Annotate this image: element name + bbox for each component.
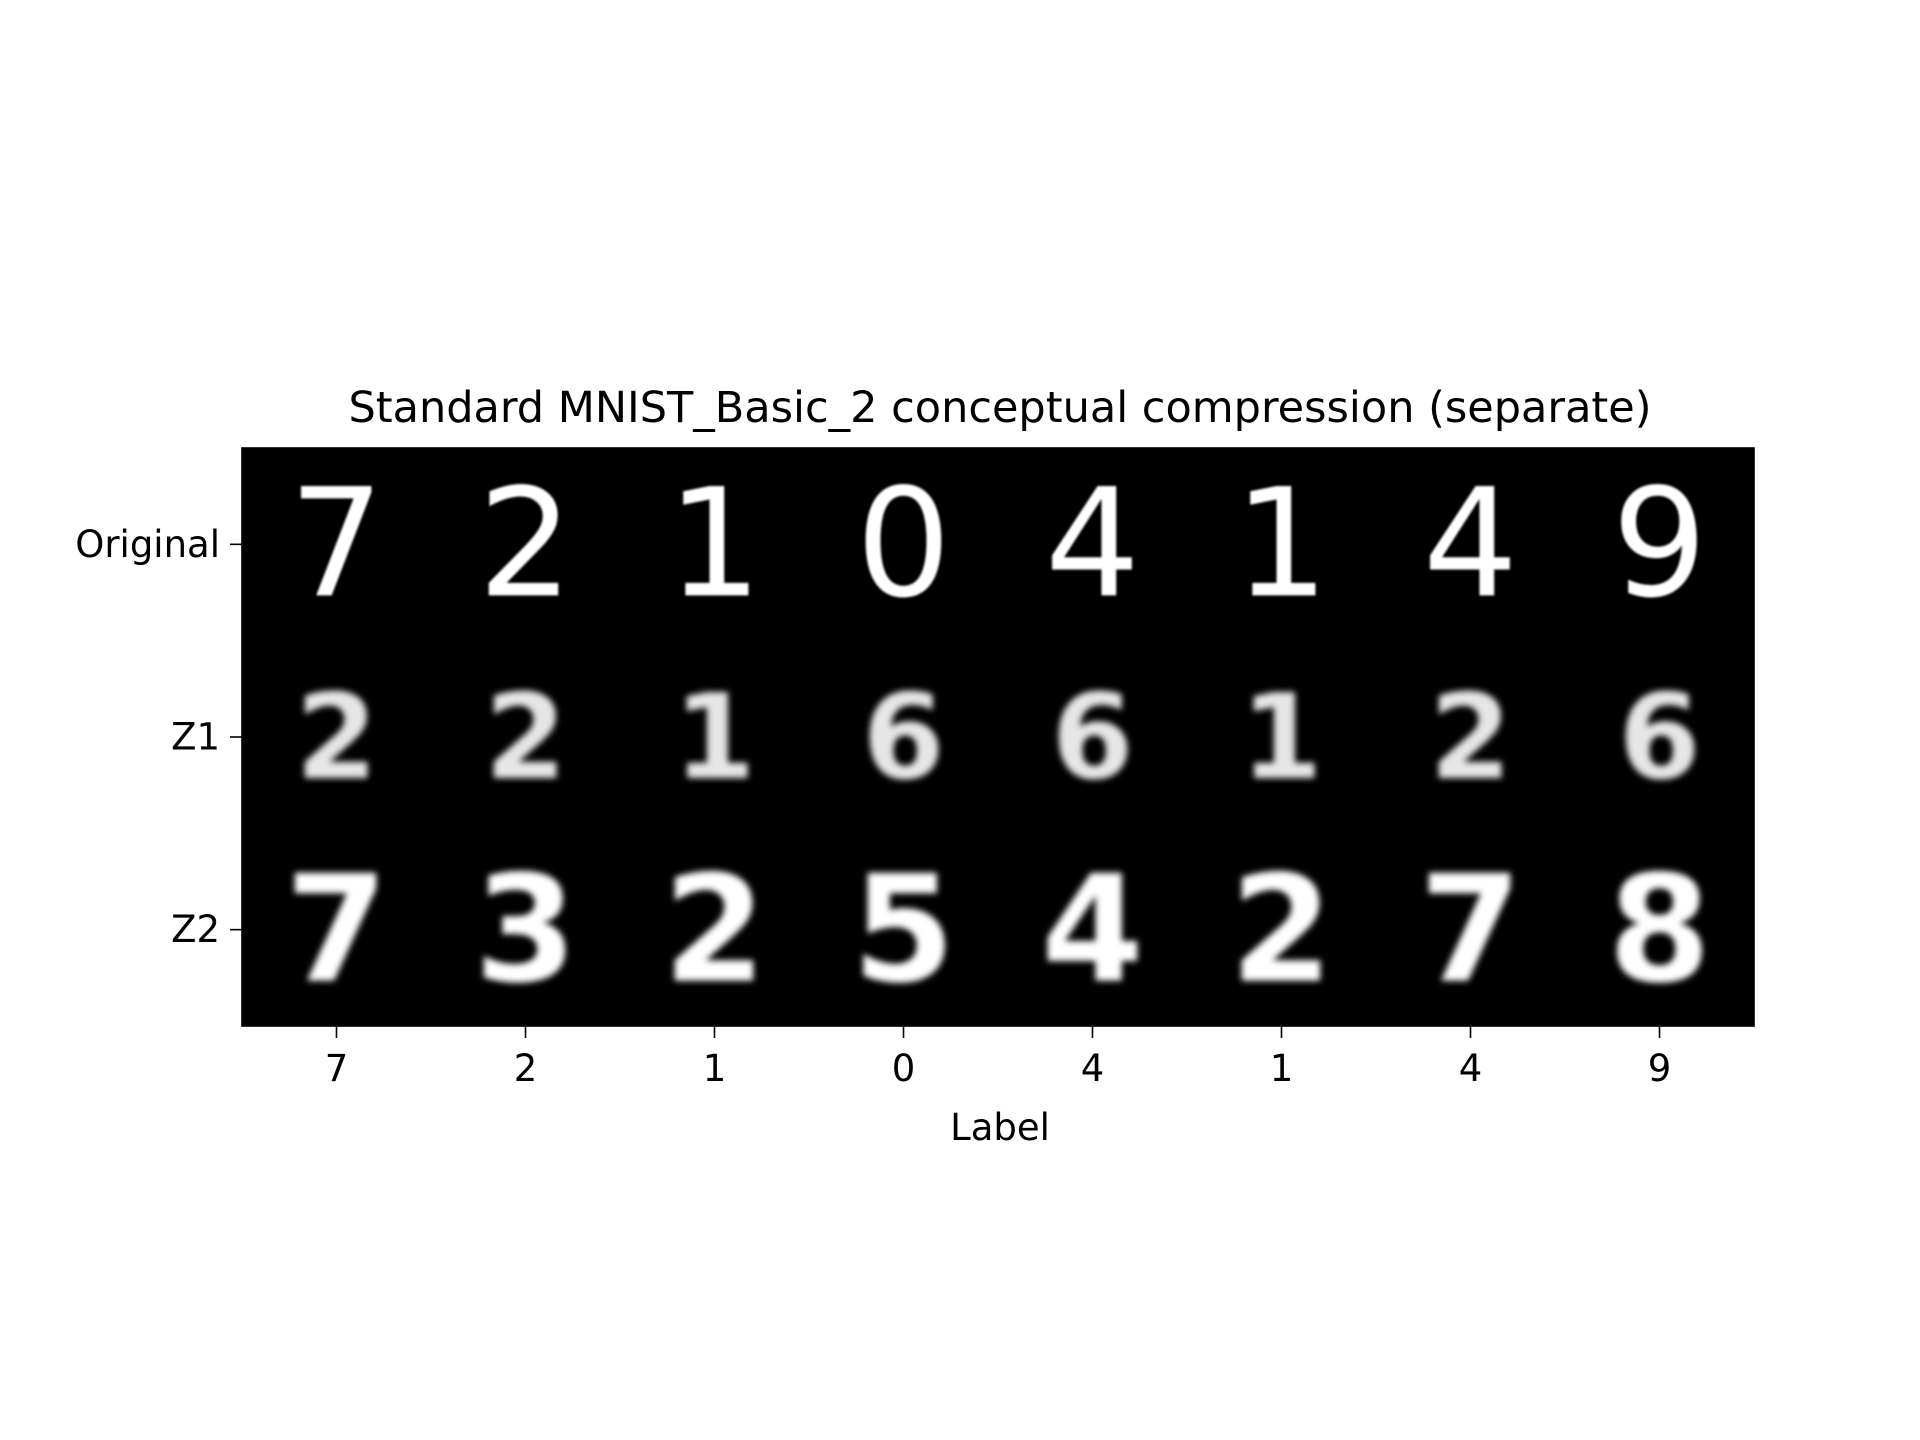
digit-image-z2-2: 3 (474, 844, 577, 1016)
image-background (242, 448, 1754, 1026)
digit-image-z2-4: 5 (852, 844, 955, 1016)
x-tick-label: 2 (514, 1047, 538, 1090)
y-tick-label: Z1 (171, 716, 220, 759)
x-tick-label: 4 (1459, 1047, 1483, 1090)
digit-image-z2-6: 2 (1230, 844, 1333, 1016)
y-tick-label: Z2 (171, 908, 220, 951)
digit-image-z1-7: 2 (1429, 668, 1511, 806)
digit-image-z1-3: 1 (673, 668, 755, 806)
x-axis-label: Label (950, 1106, 1050, 1149)
digit-image-original-4: 0 (856, 457, 951, 631)
digit-image-original-2: 2 (478, 457, 573, 631)
x-tick-label: 7 (325, 1047, 349, 1090)
digit-image-original-8: 9 (1612, 457, 1707, 631)
digit-image-z1-4: 6 (862, 668, 944, 806)
x-axis-ticks: 7 2 1 0 4 1 4 9 (325, 1026, 1672, 1090)
digit-image-z2-5: 4 (1041, 844, 1144, 1016)
digit-image-z1-8: 6 (1618, 668, 1700, 806)
image-grid: 7 2 1 0 4 1 4 92 2 1 6 6 1 2 67 3 2 5 4 2 7 8 (241, 447, 1755, 1027)
x-tick-label: 1 (703, 1047, 727, 1090)
x-tick-label: 0 (892, 1047, 916, 1090)
digit-image-z2-8: 8 (1608, 844, 1711, 1016)
digit-image-original-1: 7 (289, 457, 384, 631)
x-tick-label: 1 (1270, 1047, 1294, 1090)
digit-image-z1-6: 1 (1240, 668, 1322, 806)
digit-image-original-3: 1 (667, 457, 762, 631)
y-axis-ticks: Original Z1 Z2 (75, 523, 242, 951)
digit-image-z1-2: 2 (484, 668, 566, 806)
digit-image-z1-1: 2 (295, 668, 377, 806)
x-tick-label: 4 (1081, 1047, 1105, 1090)
digit-image-original-5: 4 (1045, 457, 1140, 631)
digit-image-z2-3: 2 (663, 844, 766, 1016)
y-tick-label: Original (75, 523, 220, 566)
digit-image-z1-5: 6 (1051, 668, 1133, 806)
digit-image-original-7: 4 (1423, 457, 1518, 631)
digit-image-original-6: 1 (1234, 457, 1329, 631)
digit-image-z2-7: 7 (1419, 844, 1522, 1016)
x-tick-label: 9 (1648, 1047, 1672, 1090)
chart-title: Standard MNIST_Basic_2 conceptual compre… (348, 383, 1651, 433)
digit-image-z2-1: 7 (285, 844, 388, 1016)
